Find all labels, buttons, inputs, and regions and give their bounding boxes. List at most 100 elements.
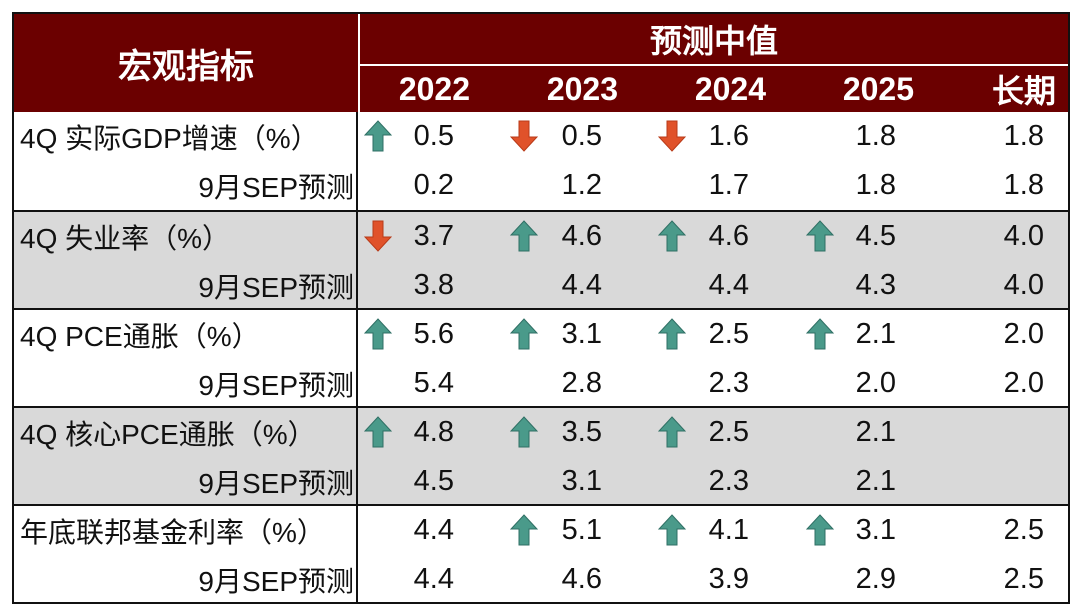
- arrow-up-icon: [658, 220, 686, 252]
- table-cell: 5.6: [413, 318, 454, 350]
- arrow-down-icon: [364, 220, 392, 252]
- indicator-label: 4Q PCE通胀（%）: [20, 320, 260, 352]
- table-cell: 1.7: [708, 169, 749, 201]
- table-cell: 2.5: [708, 318, 749, 350]
- table-cell: 4.4: [413, 514, 454, 546]
- table-cell: 4.6: [561, 563, 602, 595]
- sep-label: 9月SEP预测: [198, 369, 354, 401]
- table-row-sep: 9月SEP预测 4.4 4.6 3.9 2.9 2.5: [14, 555, 1068, 602]
- arrow-down-icon: [658, 120, 686, 152]
- table-cell: 0.5: [413, 120, 454, 152]
- indicator-group: 4Q PCE通胀（%） 5.6 3.1 2.5 2.1 2.0 9月SEP预测 5.4 2.8 2…: [14, 308, 1068, 406]
- table-cell: 1.8: [855, 169, 896, 201]
- table-cell: 5.4: [413, 367, 454, 399]
- table-cell: 4.4: [561, 269, 602, 301]
- arrow-up-icon: [806, 318, 834, 350]
- table-cell: 2.1: [855, 465, 896, 497]
- table-cell: 4.0: [1003, 220, 1044, 252]
- table-cell: 3.5: [561, 416, 602, 448]
- sep-label: 9月SEP预测: [198, 467, 354, 499]
- indicator-group: 年底联邦基金利率（%） 4.4 5.1 4.1 3.1 2.5 9月SEP预测 4.4 4.6 3…: [14, 504, 1068, 602]
- arrow-up-icon: [510, 514, 538, 546]
- table-cell: 3.1: [561, 318, 602, 350]
- header-years: 2022 2023 2024 2025 长期: [360, 66, 1068, 112]
- table-cell: 3.8: [413, 269, 454, 301]
- table-row-median: 4Q 失业率（%） 3.7 4.6 4.6 4.5 4.0: [14, 212, 1068, 261]
- body-divider: [356, 112, 358, 602]
- table-cell: 2.5: [1003, 514, 1044, 546]
- table-cell: 3.1: [855, 514, 896, 546]
- table-row-median: 4Q 实际GDP增速（%） 0.5 0.5 1.6 1.8 1.8: [14, 112, 1068, 161]
- table-cell: 3.9: [708, 563, 749, 595]
- table-cell: 2.9: [855, 563, 896, 595]
- year-header-2025: 2025: [842, 70, 914, 107]
- table-cell: 0.5: [561, 120, 602, 152]
- header-forecast-median: 预测中值: [649, 23, 778, 59]
- table-cell: 2.8: [561, 367, 602, 399]
- table-cell: 1.8: [1003, 120, 1044, 152]
- table-cell: [964, 457, 1044, 506]
- table-cell: 0.2: [413, 169, 454, 201]
- table-cell: 4.6: [561, 220, 602, 252]
- table-cell: 2.5: [1003, 563, 1044, 595]
- year-header-2022: 2022: [398, 70, 470, 107]
- table-cell: 4.0: [1003, 269, 1044, 301]
- table-row-sep: 9月SEP预测 3.8 4.4 4.4 4.3 4.0: [14, 261, 1068, 310]
- table-row-median: 4Q PCE通胀（%） 5.6 3.1 2.5 2.1 2.0: [14, 310, 1068, 359]
- table-cell: 2.0: [1003, 367, 1044, 399]
- table-cell: 4.4: [413, 563, 454, 595]
- table-row-sep: 9月SEP预测 5.4 2.8 2.3 2.0 2.0: [14, 359, 1068, 408]
- arrow-up-icon: [364, 120, 392, 152]
- table-cell: 1.2: [561, 169, 602, 201]
- indicator-label: 年底联邦基金利率（%）: [20, 516, 325, 548]
- year-header-2024: 2024: [694, 70, 766, 107]
- table-cell: 4.1: [708, 514, 749, 546]
- table-cell: 4.8: [413, 416, 454, 448]
- indicator-group: 4Q 失业率（%） 3.7 4.6 4.6 4.5 4.0 9月SEP预测 3.8 4.4 4.4…: [14, 210, 1068, 308]
- table-header: 宏观指标 预测中值 2022 2023 2024 2025 长期: [14, 14, 1068, 112]
- table-cell: 3.1: [561, 465, 602, 497]
- arrow-up-icon: [510, 318, 538, 350]
- table-cell: 1.8: [1003, 169, 1044, 201]
- arrow-up-icon: [510, 416, 538, 448]
- arrow-up-icon: [658, 514, 686, 546]
- table-row-median: 年底联邦基金利率（%） 4.4 5.1 4.1 3.1 2.5: [14, 506, 1068, 555]
- header-divider-horizontal: [360, 64, 1068, 66]
- table-cell: 2.0: [855, 367, 896, 399]
- header-divider: [358, 14, 360, 112]
- indicator-label: 4Q 实际GDP增速（%）: [20, 122, 319, 154]
- table-cell: 4.5: [855, 220, 896, 252]
- table-cell: 2.1: [855, 416, 896, 448]
- indicator-group: 4Q 实际GDP增速（%） 0.5 0.5 1.6 1.8 1.8 9月SEP预测 0.2 1.…: [14, 112, 1068, 210]
- indicator-group: 4Q 核心PCE通胀（%） 4.8 3.5 2.5 2.1 9月SEP预测 4.5 3.1 2.…: [14, 406, 1068, 504]
- sep-label: 9月SEP预测: [198, 271, 354, 303]
- table-cell: 5.1: [561, 514, 602, 546]
- arrow-up-icon: [364, 318, 392, 350]
- table-cell: 4.3: [855, 269, 896, 301]
- arrow-down-icon: [510, 120, 538, 152]
- table-cell: 2.1: [855, 318, 896, 350]
- year-header-long-run: 长期: [991, 73, 1056, 109]
- indicator-label: 4Q 失业率（%）: [20, 222, 231, 254]
- year-header-2023: 2023: [546, 70, 618, 107]
- table-cell: 2.5: [708, 416, 749, 448]
- sep-label: 9月SEP预测: [198, 565, 354, 597]
- arrow-up-icon: [806, 220, 834, 252]
- table-cell: [964, 408, 1044, 457]
- table-row-sep: 9月SEP预测 4.5 3.1 2.3 2.1: [14, 457, 1068, 506]
- header-macro-indicator: 宏观指标: [118, 47, 254, 86]
- table-cell: 2.0: [1003, 318, 1044, 350]
- arrow-up-icon: [364, 416, 392, 448]
- arrow-up-icon: [510, 220, 538, 252]
- table-cell: 4.4: [708, 269, 749, 301]
- table-cell: 2.3: [708, 367, 749, 399]
- table-cell: 3.7: [413, 220, 454, 252]
- arrow-up-icon: [658, 318, 686, 350]
- table-cell: 4.6: [708, 220, 749, 252]
- table-cell: 2.3: [708, 465, 749, 497]
- indicator-label: 4Q 核心PCE通胀（%）: [20, 418, 316, 450]
- arrow-up-icon: [658, 416, 686, 448]
- table-cell: 4.5: [413, 465, 454, 497]
- table-cell: 1.6: [708, 120, 749, 152]
- forecast-table: 宏观指标 预测中值 2022 2023 2024 2025 长期 4Q 实际GD…: [12, 12, 1070, 604]
